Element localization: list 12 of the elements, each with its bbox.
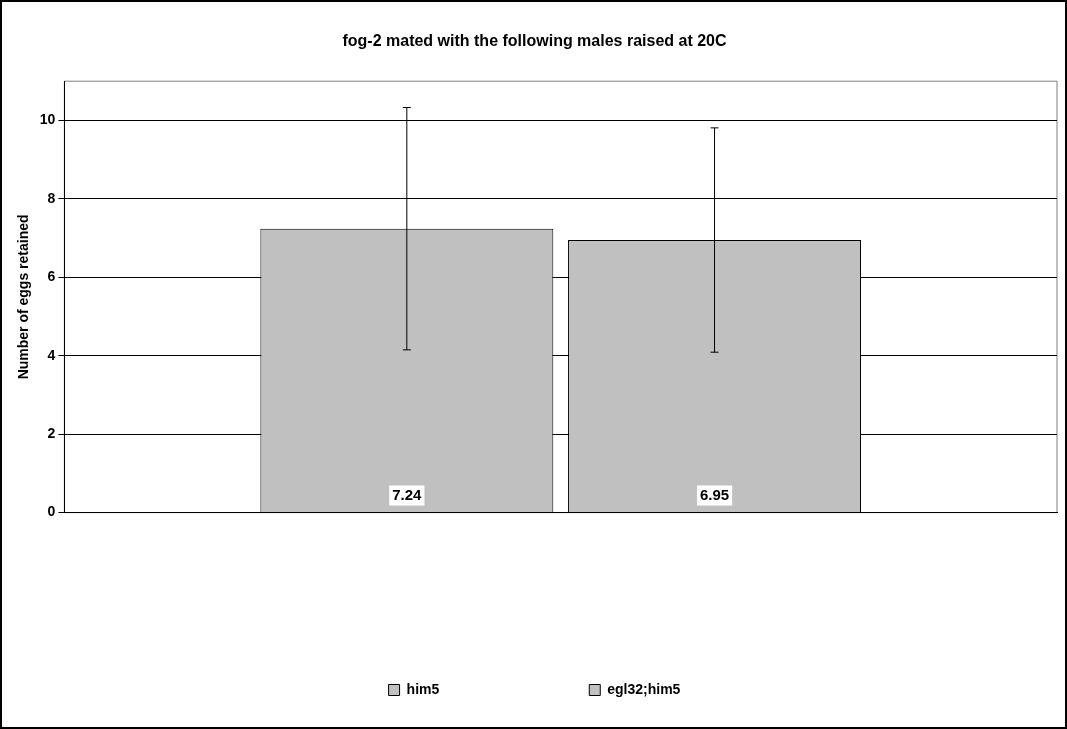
y-tick-label: 6 — [47, 268, 56, 285]
y-tick-label: 10 — [39, 111, 56, 128]
y-tick-label: 2 — [47, 425, 56, 442]
data-label: 7.24 — [392, 485, 423, 503]
chart-title: fog-2 mated with the following males raised at 20C — [342, 32, 727, 50]
y-tick-label: 0 — [47, 503, 56, 520]
y-axis-title: Number of eggs retained — [15, 214, 32, 380]
y-tick-label: 8 — [47, 189, 56, 206]
y-tick-label: 4 — [47, 346, 56, 363]
legend-label: egl32;him5 — [607, 680, 681, 697]
legend-label: him5 — [406, 680, 440, 697]
data-label: 6.95 — [699, 485, 730, 503]
